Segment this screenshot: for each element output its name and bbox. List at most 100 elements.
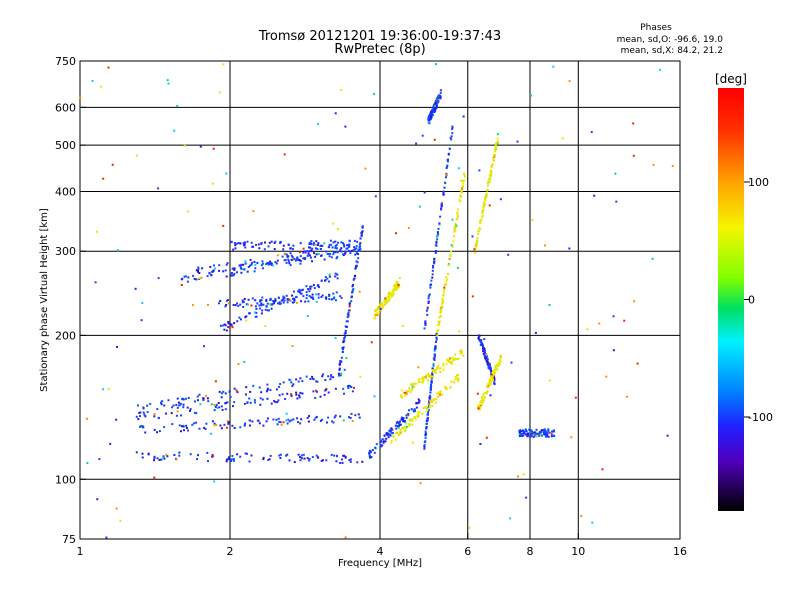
data-point — [246, 270, 249, 273]
data-point — [277, 399, 280, 402]
data-point — [185, 424, 188, 427]
data-point — [407, 226, 410, 229]
data-point — [387, 292, 390, 295]
data-point — [408, 424, 411, 427]
data-point — [341, 351, 344, 353]
data-point — [483, 201, 486, 204]
data-point — [153, 476, 156, 479]
data-point — [312, 243, 315, 246]
data-point — [395, 422, 398, 425]
data-point — [327, 375, 330, 378]
data-point — [338, 363, 341, 366]
data-point — [443, 288, 445, 291]
data-point — [311, 456, 314, 458]
data-point — [451, 132, 454, 135]
data-point — [377, 308, 380, 311]
data-point — [350, 300, 353, 303]
data-point — [369, 450, 372, 453]
data-point — [244, 260, 247, 263]
data-point — [325, 296, 328, 299]
data-point — [429, 391, 432, 394]
x-tick-label: 1 — [77, 545, 84, 558]
data-point — [198, 427, 201, 430]
data-point — [351, 289, 354, 292]
data-point — [286, 301, 289, 304]
data-point — [446, 387, 449, 390]
data-point — [310, 240, 313, 243]
data-point — [424, 324, 427, 327]
data-point — [481, 215, 484, 218]
data-point — [403, 391, 406, 394]
data-point — [239, 426, 242, 429]
data-point — [424, 440, 427, 443]
data-point — [153, 415, 156, 418]
data-point — [243, 297, 246, 300]
data-point — [402, 420, 405, 423]
data-point — [250, 241, 253, 244]
data-point — [299, 292, 302, 295]
data-point — [273, 400, 276, 403]
data-point — [397, 286, 400, 289]
data-point — [436, 238, 439, 241]
data-point — [262, 303, 265, 306]
data-point — [275, 388, 278, 391]
data-point — [497, 361, 500, 364]
data-point — [331, 420, 334, 423]
data-point — [487, 365, 490, 368]
data-point — [117, 249, 120, 252]
data-point — [176, 410, 179, 413]
data-point — [166, 79, 169, 82]
data-point — [220, 405, 223, 408]
data-point — [186, 406, 189, 409]
data-point — [437, 364, 440, 367]
data-point — [270, 402, 273, 405]
data-point — [548, 431, 551, 434]
data-point — [455, 218, 458, 221]
data-point — [139, 425, 141, 428]
data-point — [162, 455, 165, 458]
data-point — [590, 131, 593, 134]
data-point — [479, 340, 482, 343]
data-point — [385, 301, 388, 304]
data-point — [85, 417, 88, 420]
data-point — [160, 403, 163, 406]
data-point — [434, 107, 437, 110]
data-point — [141, 456, 144, 459]
data-point — [427, 295, 430, 298]
data-point — [328, 298, 331, 300]
data-point — [98, 458, 101, 461]
data-point — [134, 287, 137, 290]
data-point — [473, 248, 476, 251]
data-point — [192, 274, 195, 277]
data-point — [462, 179, 465, 182]
data-point — [202, 398, 205, 401]
data-point — [94, 281, 97, 284]
data-point — [196, 395, 199, 398]
data-point — [337, 228, 339, 231]
data-point — [477, 405, 480, 408]
data-point — [146, 411, 149, 414]
data-point — [320, 296, 323, 298]
data-point — [267, 263, 270, 266]
data-point — [351, 390, 354, 393]
data-point — [519, 429, 522, 432]
data-point — [206, 397, 209, 400]
data-point — [368, 454, 371, 457]
data-point — [255, 244, 257, 246]
data-point — [343, 243, 345, 246]
data-point — [441, 297, 444, 300]
data-point — [408, 409, 410, 412]
colorbar-tick-label: 0 — [748, 294, 755, 307]
data-point — [344, 250, 347, 253]
data-point — [330, 375, 333, 378]
data-point — [454, 226, 457, 228]
data-point — [286, 298, 289, 301]
data-point — [427, 297, 430, 300]
data-point — [452, 356, 454, 359]
data-point — [342, 341, 345, 344]
data-point — [340, 296, 343, 299]
data-point — [302, 247, 305, 250]
data-point — [385, 298, 388, 301]
data-point — [343, 250, 346, 253]
data-point — [457, 380, 460, 383]
